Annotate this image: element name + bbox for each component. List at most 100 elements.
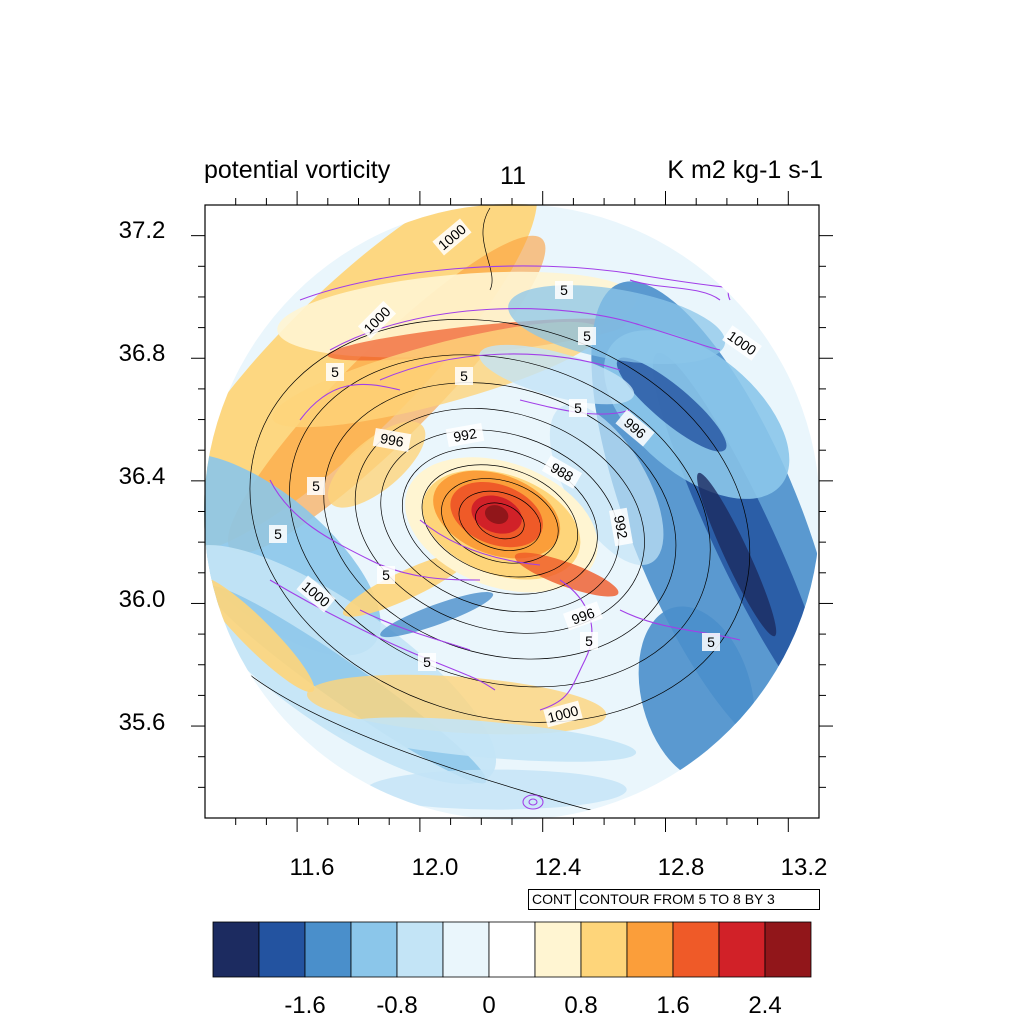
x-tick-label: 12.4: [535, 854, 582, 881]
pv-contour: [269, 579, 496, 691]
isobar-label-bg: [543, 700, 583, 728]
pv-contour: [419, 519, 541, 566]
isobar-label: 992: [611, 514, 631, 540]
pv-label-bg: [569, 399, 587, 417]
pv-contour: [299, 383, 401, 421]
colorbar: [212, 921, 812, 978]
pv-label-bg: [269, 525, 287, 543]
pv-label-bg: [580, 632, 598, 650]
isobar-label-bg: [563, 601, 603, 631]
pv-label: 5: [382, 567, 390, 583]
colorbar-box: [534, 921, 582, 978]
colorbar-label: 1.6: [656, 992, 689, 1019]
pv-contour: [539, 579, 593, 711]
colorbar-box: [672, 921, 720, 978]
pv-label-bg: [326, 363, 344, 381]
isobar: [475, 502, 525, 540]
isobar-label: 1000: [546, 702, 580, 726]
isobar: [441, 478, 559, 564]
isobar-label-group: 996: [372, 428, 412, 452]
x-tick-label: 13.2: [781, 854, 828, 881]
colorbar-label: -0.8: [376, 992, 417, 1019]
y-tick-label: 36.8: [119, 340, 166, 367]
colorbar-label: 0: [482, 992, 495, 1019]
colorbar-box: [764, 921, 812, 978]
isobar: [421, 464, 579, 578]
pv-fill-band: [479, 344, 635, 405]
contour-info-box: CONT: [528, 889, 578, 910]
pv-label: 5: [460, 368, 468, 384]
pv-fill-band: [337, 717, 637, 762]
y-tick-label: 35.6: [119, 709, 166, 736]
pv-contour: [359, 609, 471, 651]
pv-label: 5: [331, 364, 339, 380]
y-tick-label: 36.0: [119, 586, 166, 613]
pv-fill-band: [204, 577, 315, 693]
isobar: [482, 207, 493, 291]
isobar: [323, 382, 677, 660]
pv-contour: [629, 279, 721, 301]
pv-label-bg: [578, 327, 596, 345]
pv-contour: [269, 479, 481, 581]
y-tick-label: 36.4: [119, 463, 166, 490]
contour-info-box: CONTOUR FROM 5 TO 8 BY 3: [575, 889, 820, 910]
isobar-label-bg: [372, 428, 412, 452]
isobar-label-group: 1000: [543, 700, 583, 728]
pv-fill-band: [380, 591, 494, 638]
colorbar-box: [442, 921, 490, 978]
pv-core-level: [484, 505, 509, 524]
isobar-label-bg: [357, 300, 397, 340]
x-tick-label: 12.8: [658, 854, 705, 881]
pv-contour: [379, 353, 621, 381]
isobar-label-bg: [722, 325, 762, 361]
colorbar-box: [488, 921, 536, 978]
pv-label-bg: [555, 281, 573, 299]
pv-label-bg: [455, 367, 473, 385]
isobar: [249, 319, 751, 723]
colorbar-box: [626, 921, 674, 978]
colorbar-box: [718, 921, 766, 978]
pv-label-bg: [418, 653, 436, 671]
title-center: 11: [500, 162, 526, 190]
pv-fill-band: [697, 472, 777, 637]
colorbar-box: [580, 921, 628, 978]
isobar: [289, 354, 711, 688]
pv-label: 5: [585, 633, 593, 649]
isobar: [401, 447, 598, 595]
pv-fill-band: [366, 769, 627, 810]
colorbar-label: 2.4: [748, 992, 781, 1019]
isobar-label-bg: [296, 575, 336, 613]
x-tick-label: 11.6: [290, 854, 335, 881]
pv-contour: [522, 794, 544, 810]
title-left: potential vorticity: [204, 156, 391, 184]
pv-label: 5: [583, 328, 591, 344]
isobar-label-group: 992: [445, 423, 485, 447]
colorbar-box: [212, 921, 260, 978]
colorbar-box: [304, 921, 352, 978]
pv-label-bg: [702, 633, 720, 651]
isobar-label-bg: [615, 409, 655, 447]
colorbar-label: -1.6: [284, 992, 325, 1019]
isobar-label-bg: [541, 455, 583, 489]
isobar-label-group: 996: [563, 601, 603, 631]
pv-label: 5: [274, 526, 282, 542]
isobar: [354, 408, 645, 634]
pv-contour: [528, 798, 538, 806]
pv-label: 5: [312, 478, 320, 494]
pv-filled-contours: [204, 204, 820, 820]
isobar: [458, 490, 542, 551]
pv-label: 5: [574, 400, 582, 416]
isobar-label: 996: [569, 604, 597, 627]
isobar-label-bg: [609, 507, 633, 547]
isobar-label-bg: [445, 423, 485, 447]
pv-label: 5: [560, 282, 568, 298]
axis-ticks: [191, 191, 833, 832]
pv-label: 5: [707, 634, 715, 650]
pv-contour: [329, 308, 721, 351]
pv-fill-band: [204, 204, 538, 555]
isobar-label: 996: [379, 430, 405, 450]
pv-fill-band: [549, 404, 664, 566]
colorbar-label: 0.8: [564, 992, 597, 1019]
pv-fill-band: [616, 357, 727, 452]
